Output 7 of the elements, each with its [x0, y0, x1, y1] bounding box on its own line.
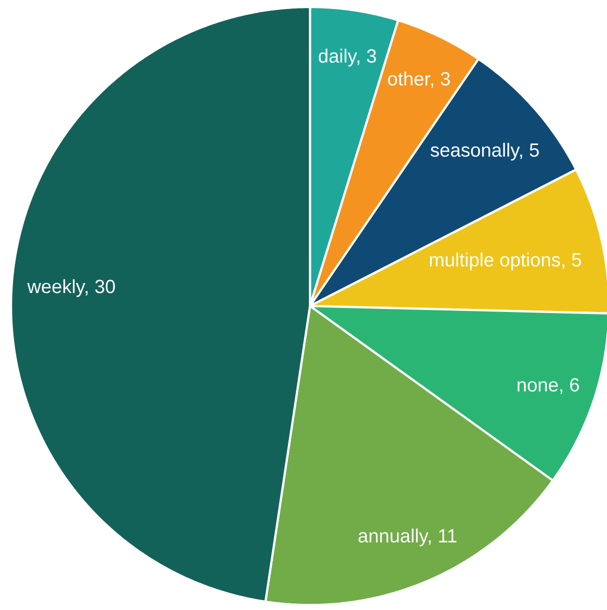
slice-label: seasonally, 5	[430, 142, 539, 161]
slice-label: daily, 3	[318, 48, 376, 66]
slice-label: multiple options, 5	[430, 252, 582, 270]
slice-label: other, 3	[388, 72, 450, 88]
slice-label: annually, 11	[358, 528, 456, 546]
slice-label: weekly, 30	[27, 279, 115, 297]
slice-label: none, 6	[518, 378, 579, 394]
